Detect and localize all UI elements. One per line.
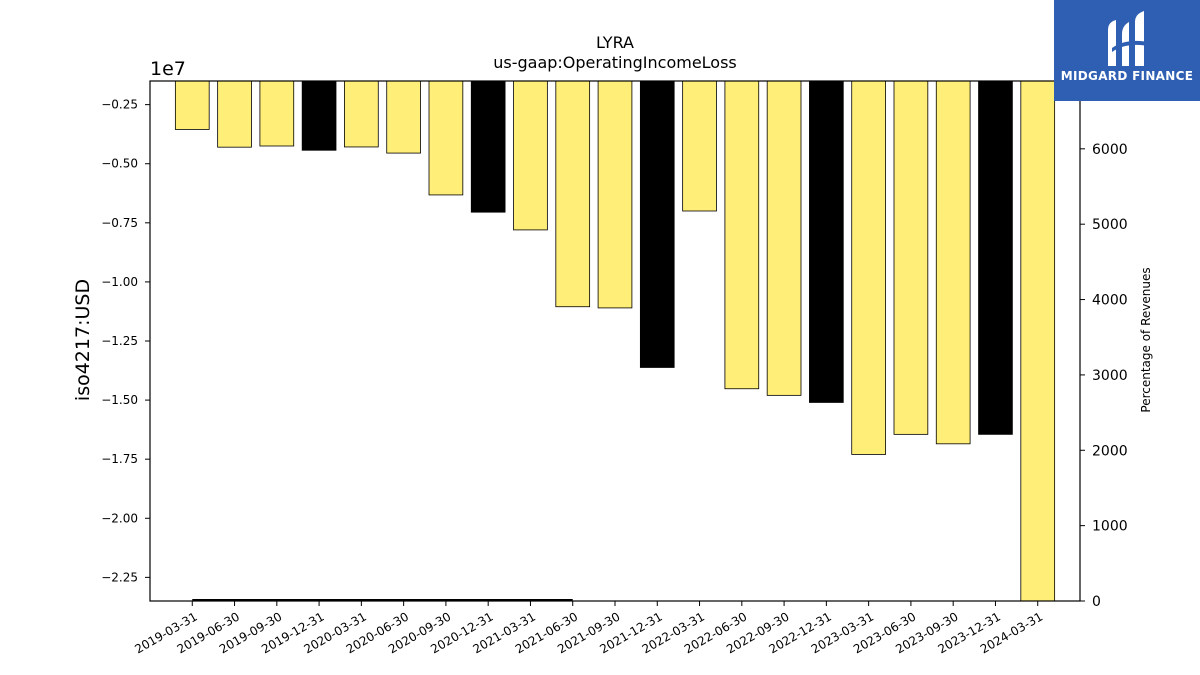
bars-group (174, 80, 1056, 602)
bar-2020-06-30 (386, 80, 421, 154)
bar-2020-12-31 (470, 80, 506, 213)
bar-2021-09-30 (597, 80, 633, 309)
y-tick-label: −0.75 (101, 216, 138, 230)
bar-2023-09-30 (935, 80, 971, 445)
y-tick-label: −0.50 (101, 157, 138, 171)
bar-2022-09-30 (766, 80, 802, 396)
bar-2022-06-30 (724, 80, 760, 390)
y2-tick-label: 2000 (1092, 443, 1128, 459)
plot-frame (149, 80, 1081, 602)
bar-2019-03-31 (174, 80, 210, 130)
brand-name: MIDGARD FINANCE (1060, 69, 1194, 83)
y-tick-label: −1.75 (101, 452, 138, 466)
y-tick-label: −1.50 (101, 393, 138, 407)
bar-2019-06-30 (217, 80, 252, 148)
y-axis-ticks: −0.25 −0.50 −0.75 −1.00 −1.25 −1.50 −1.75 −2.00… (101, 98, 150, 584)
y2-tick-label: 6000 (1092, 142, 1128, 158)
bar-2021-06-30 (555, 80, 591, 308)
y-tick-label: −1.25 (101, 334, 138, 348)
bar-2019-12-31 (301, 80, 337, 151)
y2-tick-label: 3000 (1092, 368, 1128, 384)
bar-2023-06-30 (893, 80, 929, 435)
y-tick-label: −1.00 (101, 275, 138, 289)
bar-2021-12-31 (639, 80, 675, 368)
y2-axis-ticks: 0 1000 2000 3000 4000 5000 6000 (1080, 142, 1128, 610)
y2-tick-label: 4000 (1092, 293, 1128, 309)
bar-2023-12-31 (978, 80, 1013, 435)
y2-axis-label: Percentage of Revenues (1139, 267, 1153, 412)
chart-subtitle: us-gaap:OperatingIncomeLoss (493, 53, 737, 72)
y-tick-label: −2.00 (101, 511, 138, 525)
chart-title: LYRA (596, 33, 634, 52)
y2-tick-label: 5000 (1092, 217, 1128, 233)
y2-tick-label: 1000 (1092, 519, 1128, 535)
bar-2024-03-31 (1020, 80, 1056, 602)
y-offset-label: 1e7 (150, 58, 186, 80)
bar-2019-09-30 (259, 80, 295, 147)
midgard-logo-icon (1108, 11, 1148, 66)
x-axis-ticks: 2019-03-312019-06-302019-09-302019-12-31… (132, 601, 1045, 656)
bar-2021-03-31 (513, 80, 548, 231)
y-axis-label: iso4217:USD (72, 279, 94, 401)
bar-2023-03-31 (851, 80, 886, 455)
y2-tick-label: 0 (1092, 594, 1101, 610)
bar-2022-12-31 (809, 80, 844, 403)
y-tick-label: −0.25 (101, 98, 138, 112)
bar-2020-03-31 (344, 80, 379, 148)
brand-logo: MIDGARD FINANCE (1054, 0, 1200, 101)
bar-2022-03-31 (682, 80, 717, 212)
y-tick-label: −2.25 (101, 570, 138, 584)
bar-2020-09-30 (428, 80, 464, 196)
